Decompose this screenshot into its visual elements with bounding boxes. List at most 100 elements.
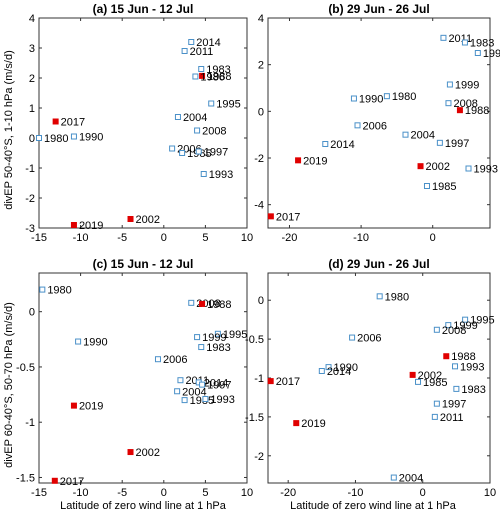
y-tick-label: -0.5 bbox=[245, 334, 264, 346]
data-point-2019 bbox=[295, 157, 302, 164]
point-label-1997: 1997 bbox=[204, 147, 228, 159]
data-point-1995 bbox=[208, 100, 215, 107]
plot-frame bbox=[267, 272, 491, 484]
y-tick-label: -2 bbox=[254, 153, 264, 165]
chart-panel-3: (c) 15 Jun - 12 Jul -15 -10 -5 0 5 10 -1.5 -1 -0.… bbox=[16, 257, 253, 499]
x-tick-label: 0 bbox=[420, 487, 426, 499]
point-label-1993: 1993 bbox=[210, 394, 234, 406]
data-point-1993 bbox=[452, 363, 459, 370]
data-point-2017 bbox=[267, 213, 274, 220]
y-tick-label: 2 bbox=[258, 60, 264, 72]
data-point-2004 bbox=[402, 131, 409, 138]
data-point-1997 bbox=[199, 381, 206, 388]
data-point-2011 bbox=[440, 34, 447, 41]
data-point-2006 bbox=[354, 122, 361, 129]
data-point-1986 bbox=[192, 73, 199, 80]
x-tick-label: 0 bbox=[161, 487, 167, 499]
data-point-1995 bbox=[462, 316, 469, 323]
plot-frame bbox=[267, 17, 491, 229]
data-point-1988 bbox=[199, 72, 206, 79]
x-tick-label: 10 bbox=[241, 487, 253, 499]
data-point-2002 bbox=[127, 449, 134, 456]
point-label-2011: 2011 bbox=[190, 46, 214, 58]
point-label-1986: 1986 bbox=[200, 72, 224, 84]
data-point-1985 bbox=[415, 378, 422, 385]
point-label-2002: 2002 bbox=[136, 447, 160, 459]
point-label-2002: 2002 bbox=[418, 370, 442, 382]
data-point-2014 bbox=[322, 141, 329, 147]
point-label-2004: 2004 bbox=[183, 112, 207, 124]
data-point-1997 bbox=[433, 400, 440, 407]
data-point-1990 bbox=[75, 338, 82, 345]
point-label-1990: 1990 bbox=[83, 337, 107, 349]
panel-title: (b) 29 Jun - 26 Jul bbox=[328, 2, 429, 16]
data-point-1993 bbox=[202, 396, 209, 402]
point-label-2017: 2017 bbox=[61, 117, 85, 129]
y-tick-label: 1 bbox=[29, 103, 35, 115]
data-point-1988 bbox=[443, 353, 450, 360]
x-axis-label-right: Latitude of zero wind line at 1 hPa bbox=[290, 500, 457, 512]
y-tick-label: -1 bbox=[254, 373, 264, 385]
y-tick-label: -2 bbox=[25, 193, 35, 205]
point-label-2017: 2017 bbox=[60, 476, 84, 488]
x-tick-label: 10 bbox=[484, 487, 496, 499]
data-point-1993 bbox=[200, 171, 207, 177]
point-label-1997: 1997 bbox=[207, 380, 231, 392]
y-tick-label: -1 bbox=[25, 163, 35, 175]
data-point-2004 bbox=[174, 114, 181, 120]
x-tick-label: 5 bbox=[202, 487, 208, 499]
data-point-2011 bbox=[177, 377, 184, 384]
data-point-1985 bbox=[179, 150, 186, 156]
y-tick-label: -2 bbox=[254, 451, 264, 463]
data-point-1983 bbox=[198, 344, 205, 351]
point-label-1995: 1995 bbox=[223, 329, 247, 341]
y-tick-label: 0 bbox=[258, 295, 264, 307]
y-tick-label: 0 bbox=[258, 106, 264, 118]
y-tick-label: -1 bbox=[25, 417, 35, 429]
data-point-1983 bbox=[198, 66, 205, 72]
point-label-2017: 2017 bbox=[276, 376, 300, 388]
x-tick-label: -10 bbox=[73, 487, 89, 499]
point-label-1988: 1988 bbox=[451, 351, 475, 363]
plot-frame bbox=[38, 17, 248, 229]
point-label-2014: 2014 bbox=[330, 139, 354, 151]
data-point-2002 bbox=[127, 216, 134, 222]
y-tick-label: -4 bbox=[254, 200, 264, 212]
point-label-2019: 2019 bbox=[79, 401, 103, 413]
data-point-1983 bbox=[453, 385, 460, 392]
point-label-2002: 2002 bbox=[426, 161, 450, 173]
y-tick-label: -1.5 bbox=[16, 472, 35, 484]
point-label-1980: 1980 bbox=[392, 91, 416, 103]
panel-title: (c) 15 Jun - 12 Jul bbox=[93, 257, 194, 271]
data-point-2004 bbox=[390, 474, 397, 481]
point-label-1980: 1980 bbox=[385, 291, 409, 303]
point-label-2014: 2014 bbox=[196, 37, 220, 49]
chart-panel-1: (a) 15 Jun - 12 Jul-15 -10 -5 0 5 10-3-2-1012… bbox=[25, 2, 253, 244]
point-label-2011: 2011 bbox=[440, 412, 464, 424]
x-tick-label: 10 bbox=[241, 232, 253, 244]
plot-frame bbox=[38, 272, 248, 484]
point-label-1988: 1988 bbox=[207, 299, 231, 311]
data-point-1980 bbox=[383, 93, 390, 100]
point-label-2008: 2008 bbox=[442, 325, 466, 337]
data-point-2006 bbox=[349, 334, 356, 341]
panel-title: (a) 15 Jun - 12 Jul bbox=[93, 2, 194, 16]
point-label-2014: 2014 bbox=[327, 366, 351, 378]
panel-title: (d) 29 Jun - 26 Jul bbox=[328, 257, 429, 271]
data-point-2006 bbox=[154, 356, 161, 363]
y-tick-label: -1.5 bbox=[245, 412, 264, 424]
data-point-1995 bbox=[214, 330, 221, 337]
data-point-2008 bbox=[445, 100, 452, 107]
point-label-2006: 2006 bbox=[163, 354, 187, 366]
point-label-2014: 2014 bbox=[204, 377, 228, 389]
data-point-1997 bbox=[195, 148, 202, 155]
point-label-1983: 1983 bbox=[461, 384, 485, 396]
point-label-1990: 1990 bbox=[359, 94, 383, 106]
point-label-1999: 1999 bbox=[455, 80, 479, 92]
data-point-1988 bbox=[199, 300, 206, 307]
point-label-1997: 1997 bbox=[445, 138, 469, 150]
x-tick-label: 0 bbox=[430, 232, 436, 244]
point-label-1985: 1985 bbox=[432, 181, 456, 193]
x-tick-label: 5 bbox=[202, 232, 208, 244]
